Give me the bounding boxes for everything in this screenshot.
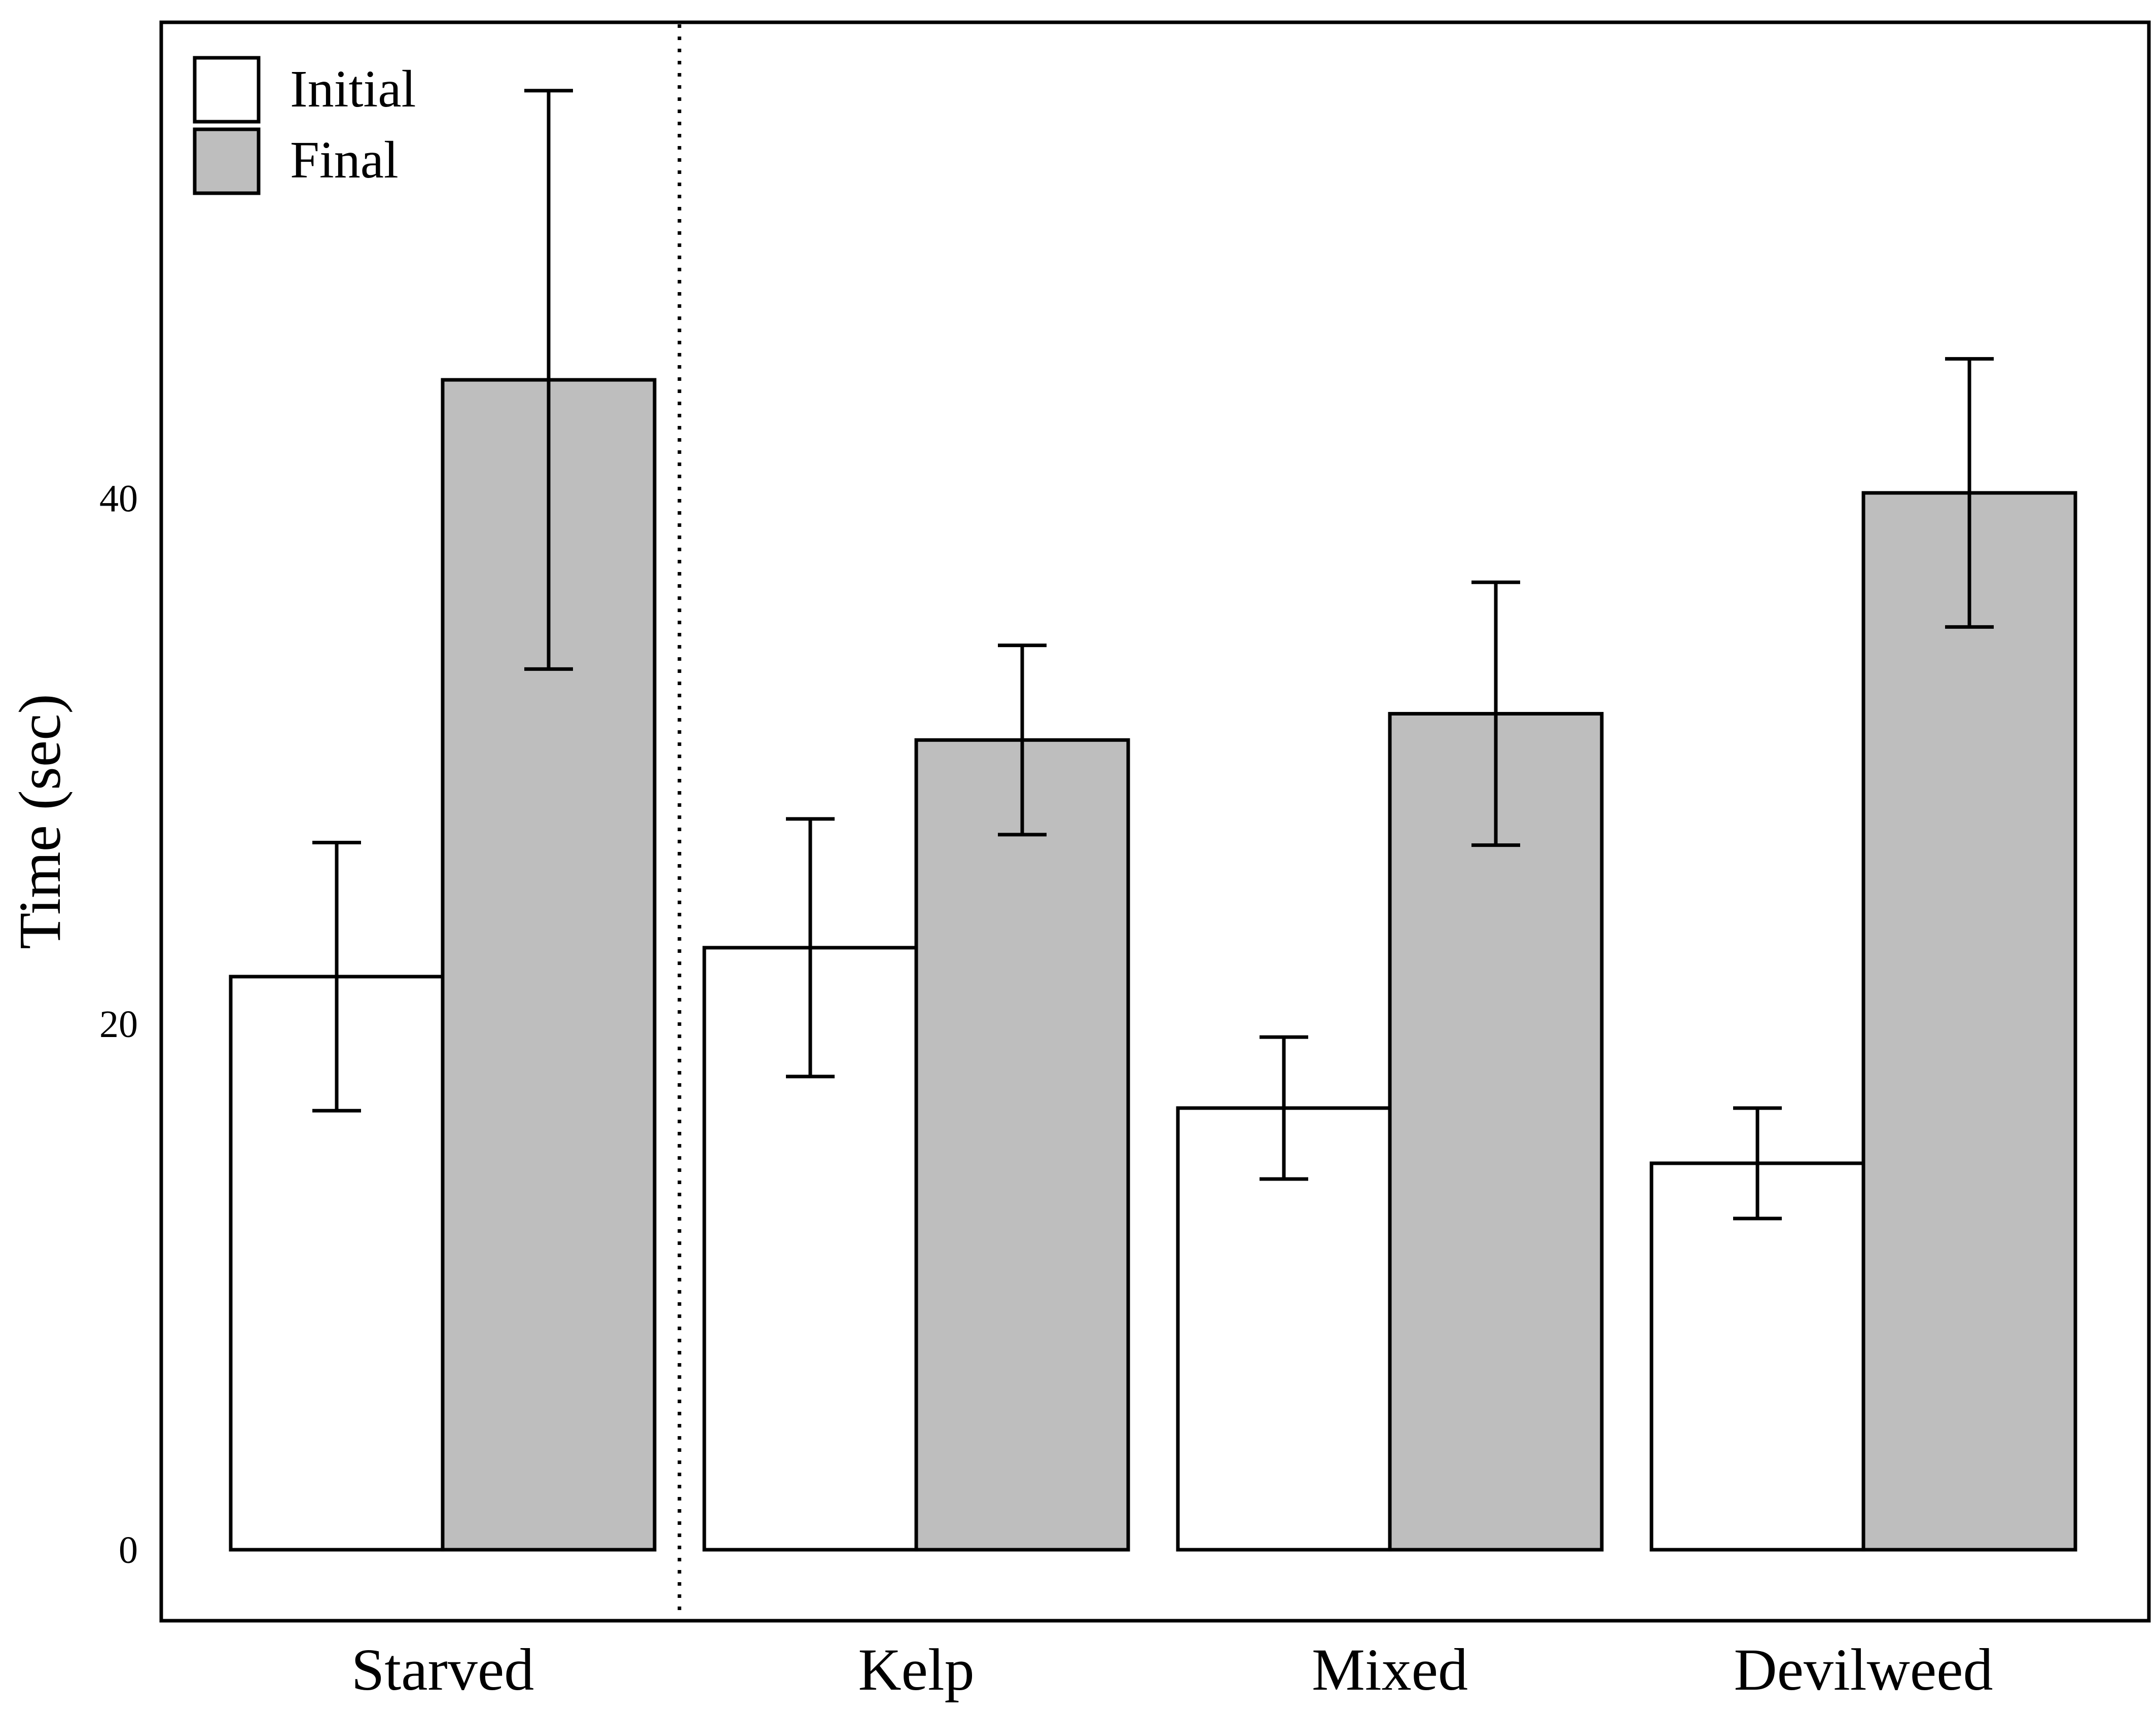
error-bar-starved-initial xyxy=(312,840,361,1113)
x-category-label-mixed: Mixed xyxy=(1312,1636,1468,1703)
x-category-label-kelp: Kelp xyxy=(858,1636,974,1703)
bar-kelp-final xyxy=(914,738,1130,1552)
error-bar-mixed-initial xyxy=(1260,1035,1308,1181)
error-bar-starved-final xyxy=(524,89,573,671)
y-tick-label: 0 xyxy=(119,1529,138,1572)
bar-devilweed-initial xyxy=(1649,1161,1865,1552)
y-tick-label: 40 xyxy=(99,477,138,520)
error-bar-devilweed-initial xyxy=(1733,1106,1782,1221)
x-category-label-devilweed: Devilweed xyxy=(1734,1636,1993,1703)
legend-label-initial: Initial xyxy=(290,60,416,118)
error-bar-kelp-initial xyxy=(786,817,835,1079)
errorbar-layer xyxy=(312,89,1994,1221)
bar-devilweed-final xyxy=(1861,491,2077,1552)
legend-label-final: Final xyxy=(290,131,399,189)
error-bar-mixed-final xyxy=(1471,580,1520,847)
y-axis-ticks: 0 20 40 xyxy=(99,477,138,1572)
x-category-label-starved: Starved xyxy=(351,1636,534,1703)
error-bar-devilweed-final xyxy=(1945,357,1994,629)
legend: Initial Final xyxy=(193,56,416,195)
error-bar-kelp-final xyxy=(998,644,1047,837)
y-axis-title: Time (sec) xyxy=(7,694,73,949)
plot-frame xyxy=(159,20,2151,1623)
legend-swatch-initial xyxy=(193,56,261,124)
y-tick-label: 20 xyxy=(99,1003,138,1046)
x-axis-category-labels: Starved Kelp Mixed Devilweed xyxy=(351,1636,1993,1703)
bars-layer xyxy=(229,378,2077,1552)
legend-swatch-final xyxy=(193,127,261,195)
